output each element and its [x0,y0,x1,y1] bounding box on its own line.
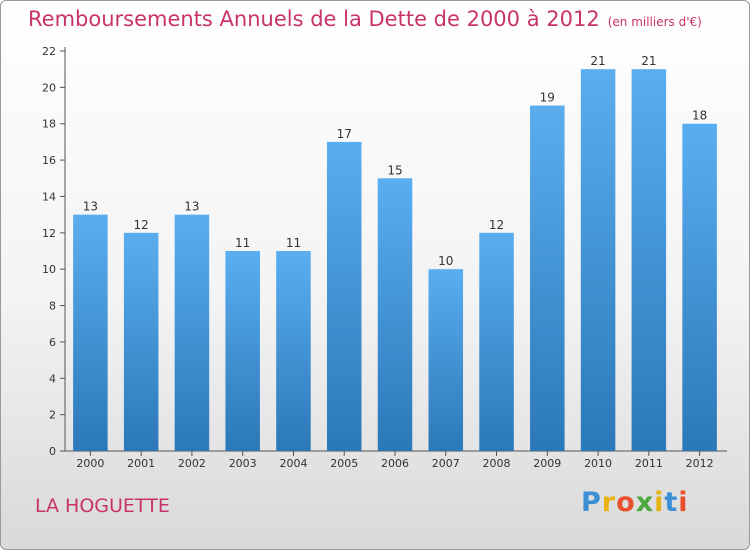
x-tick-label: 2000 [76,457,104,470]
data-label: 21 [590,54,605,68]
y-tick-label: 16 [42,154,56,167]
data-label: 11 [235,236,250,250]
x-tick-label: 2006 [381,457,409,470]
x-tick-label: 2010 [584,457,612,470]
place-name: LA HOGUETTE [35,495,170,517]
logo-letter: P [581,487,602,518]
bar [225,251,260,451]
x-tick-label: 2011 [635,457,663,470]
logo-letter: r [601,487,617,518]
x-tick-label: 2002 [178,457,206,470]
chart-title: Remboursements Annuels de la Dette de 20… [28,7,702,31]
bar [123,232,159,451]
bar [276,251,311,451]
chart-title-text: Remboursements Annuels de la Dette de 20… [28,7,600,31]
data-label: 13 [83,200,98,214]
data-label: 12 [134,218,149,232]
bar [326,141,362,451]
x-tick-label: 2012 [686,457,714,470]
y-tick-label: 22 [42,45,56,58]
bar [682,123,717,452]
x-tick-label: 2003 [229,457,257,470]
data-label: 18 [692,109,707,123]
logo-letter: i [654,487,665,518]
x-tick-label: 2004 [279,457,307,470]
bar [174,214,210,451]
y-tick-label: 20 [42,81,56,94]
proxiti-logo[interactable]: Proxiti [581,487,689,518]
y-tick-label: 8 [49,300,56,313]
logo-letter: o [616,487,636,518]
y-tick-label: 14 [42,190,56,203]
bar [428,269,464,451]
x-tick-label: 2007 [432,457,460,470]
logo-letter: t [664,487,679,518]
data-label: 10 [438,254,453,268]
y-tick-label: 10 [42,263,56,276]
x-tick-label: 2001 [127,457,155,470]
data-label: 17 [337,127,352,141]
bar [73,214,108,451]
x-tick-label: 2008 [483,457,511,470]
x-tick-label: 2005 [330,457,358,470]
x-tick-label: 2009 [533,457,561,470]
bar [580,69,616,451]
data-label: 19 [540,91,555,105]
logo-letter: x [635,487,655,518]
data-label: 12 [489,218,504,232]
y-tick-label: 6 [49,336,56,349]
bar [377,178,413,452]
data-label: 15 [387,163,402,177]
y-tick-label: 2 [49,409,56,422]
bar [631,69,667,451]
data-label: 21 [641,54,656,68]
y-tick-label: 0 [49,445,56,458]
y-tick-label: 12 [42,227,56,240]
chart-unit: (en milliers d'€) [607,15,702,29]
y-tick-label: 18 [42,118,56,131]
data-label: 11 [286,236,301,250]
logo-letter: i [678,487,689,518]
data-label: 13 [184,200,199,214]
bar [479,232,514,451]
y-tick-label: 4 [49,372,56,385]
bar [530,105,565,451]
